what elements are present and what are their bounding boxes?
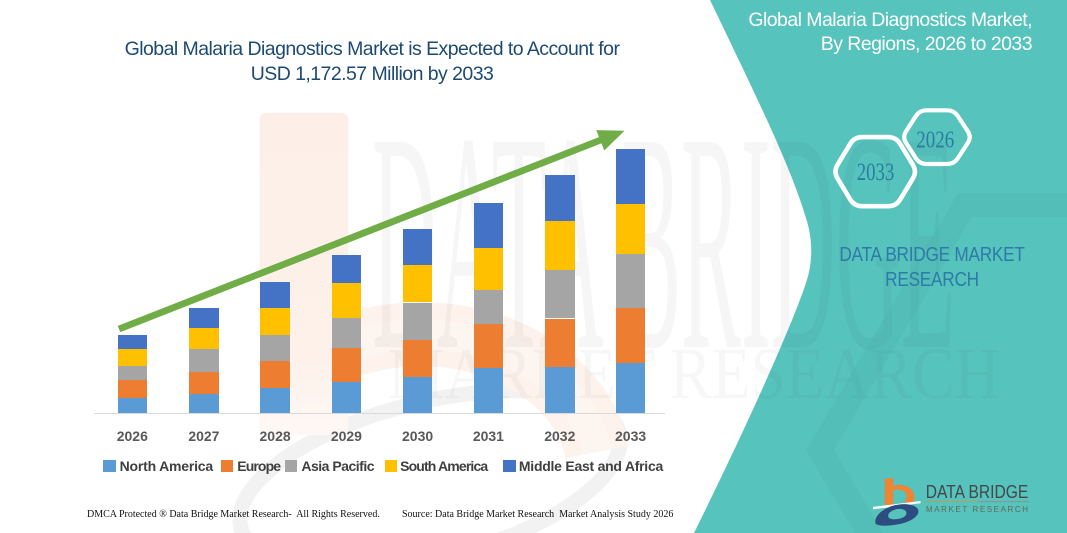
svg-text:MARKET RESEARCH: MARKET RESEARCH xyxy=(926,505,1028,514)
svg-text:DATA BRIDGE: DATA BRIDGE xyxy=(372,68,955,415)
svg-text:2033: 2033 xyxy=(857,159,895,186)
svg-text:2026: 2026 xyxy=(916,128,954,154)
svg-text:DATA BRIDGE: DATA BRIDGE xyxy=(926,482,1029,502)
